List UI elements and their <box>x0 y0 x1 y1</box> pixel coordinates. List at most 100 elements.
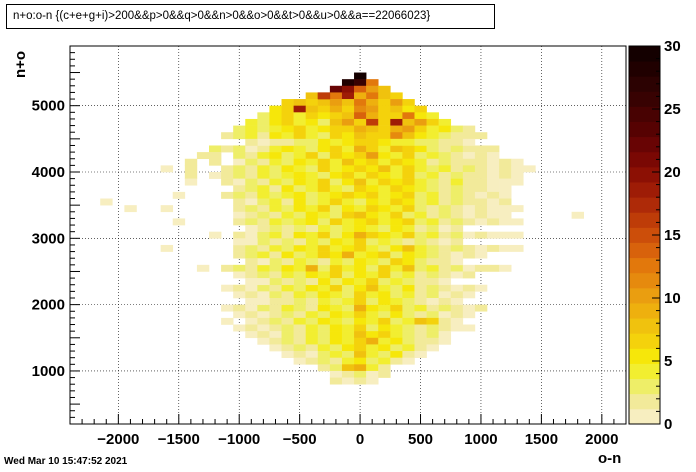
heatmap-bin <box>233 238 246 246</box>
heatmap-bin <box>341 92 355 100</box>
heatmap-bin <box>269 304 282 312</box>
heatmap-bin <box>281 112 294 120</box>
heatmap-bin <box>402 251 415 259</box>
heatmap-bin <box>293 291 306 299</box>
heatmap-bin <box>245 251 258 259</box>
heatmap-bin <box>329 205 343 213</box>
heatmap-bin <box>366 79 379 87</box>
heatmap-bin <box>317 244 331 252</box>
heatmap-bin <box>354 278 367 286</box>
heatmap-bin <box>414 304 427 312</box>
heatmap-bin <box>426 185 439 193</box>
heatmap-bin <box>354 118 367 126</box>
heatmap-bin <box>354 72 367 80</box>
heatmap-bin <box>293 231 306 239</box>
y-tick-label: 1000 <box>32 363 65 380</box>
heatmap-bin <box>354 125 367 133</box>
heatmap-bin <box>341 377 355 385</box>
heatmap-bin <box>390 92 403 100</box>
heatmap-bin <box>474 251 488 259</box>
heatmap-bin <box>366 165 379 173</box>
heatmap-bin <box>402 291 415 299</box>
heatmap-bin <box>317 152 331 160</box>
heatmap-bin <box>366 225 379 232</box>
color-scale-swatch <box>629 348 660 364</box>
heatmap-bin <box>438 145 452 153</box>
heatmap-bin <box>317 145 331 153</box>
heatmap-bin <box>257 238 270 246</box>
heatmap-bin <box>305 105 319 113</box>
heatmap-bin <box>499 231 512 239</box>
heatmap-bin <box>378 85 391 93</box>
heatmap-bin <box>402 264 415 272</box>
heatmap-bin <box>462 244 476 252</box>
heatmap-bin <box>329 331 343 339</box>
heatmap-bin <box>438 205 452 213</box>
heatmap-bin <box>269 218 282 226</box>
heatmap-bin <box>354 85 367 93</box>
heatmap-bin <box>305 218 319 226</box>
heatmap-bin <box>366 125 379 133</box>
heatmap-bin <box>269 264 282 272</box>
heatmap-bin <box>233 198 246 206</box>
heatmap-bin <box>245 132 258 140</box>
heatmap-bin <box>462 165 476 173</box>
heatmap-bin <box>281 344 294 352</box>
heatmap-bin <box>329 337 343 345</box>
heatmap-bin <box>438 125 452 133</box>
heatmap-bin <box>474 145 488 153</box>
heatmap-bin <box>438 244 452 252</box>
heatmap-bin <box>305 284 319 292</box>
heatmap-bin <box>402 344 415 352</box>
x-tick-label: 500 <box>408 431 433 448</box>
heatmap-bin <box>450 152 464 160</box>
heatmap-bin <box>450 172 464 179</box>
heatmap-bin <box>269 211 282 219</box>
heatmap-bin <box>450 317 464 325</box>
heatmap-bin <box>281 105 294 113</box>
heatmap-bin <box>402 105 415 113</box>
heatmap-bin <box>499 244 512 252</box>
heatmap-bin <box>354 331 367 339</box>
heatmap-bin <box>184 178 198 186</box>
heatmap-bin <box>281 264 294 272</box>
heatmap-bin <box>281 152 294 160</box>
heatmap-bin <box>293 138 306 146</box>
heatmap-bin <box>414 158 427 166</box>
heatmap-bin <box>233 132 246 140</box>
heatmap-bin <box>269 158 282 166</box>
heatmap-bin <box>414 112 427 120</box>
heatmap-bin <box>341 278 355 286</box>
heatmap-bin <box>317 198 331 206</box>
heatmap-bin <box>329 225 343 232</box>
heatmap-bin <box>378 324 391 332</box>
heatmap-bin <box>281 125 294 133</box>
heatmap-bin <box>390 178 403 186</box>
heatmap-bin <box>305 118 319 126</box>
heatmap-bin <box>426 198 439 206</box>
heatmap-bin <box>414 311 427 319</box>
heatmap-bin <box>438 218 452 226</box>
heatmap-bin <box>402 158 415 166</box>
heatmap-bin <box>293 105 306 113</box>
heatmap-bin <box>233 152 246 160</box>
heatmap-bin <box>438 118 452 126</box>
color-scale-swatch <box>629 363 660 380</box>
heatmap-bin <box>378 225 391 232</box>
heatmap-bin <box>366 377 379 385</box>
heatmap-bin <box>402 238 415 246</box>
heatmap-bin <box>499 178 512 186</box>
heatmap-bin <box>341 118 355 126</box>
heatmap-bin <box>438 138 452 146</box>
heatmap-bin <box>257 132 270 140</box>
heatmap-bin <box>438 317 452 325</box>
heatmap-bin <box>281 205 294 213</box>
heatmap-bin <box>366 138 379 146</box>
color-scale-swatch <box>629 287 660 304</box>
heatmap-bin <box>462 205 476 213</box>
color-scale-swatch <box>629 106 660 122</box>
heatmap-bin <box>317 331 331 339</box>
heatmap-bin <box>426 244 439 252</box>
heatmap-bin <box>281 145 294 153</box>
